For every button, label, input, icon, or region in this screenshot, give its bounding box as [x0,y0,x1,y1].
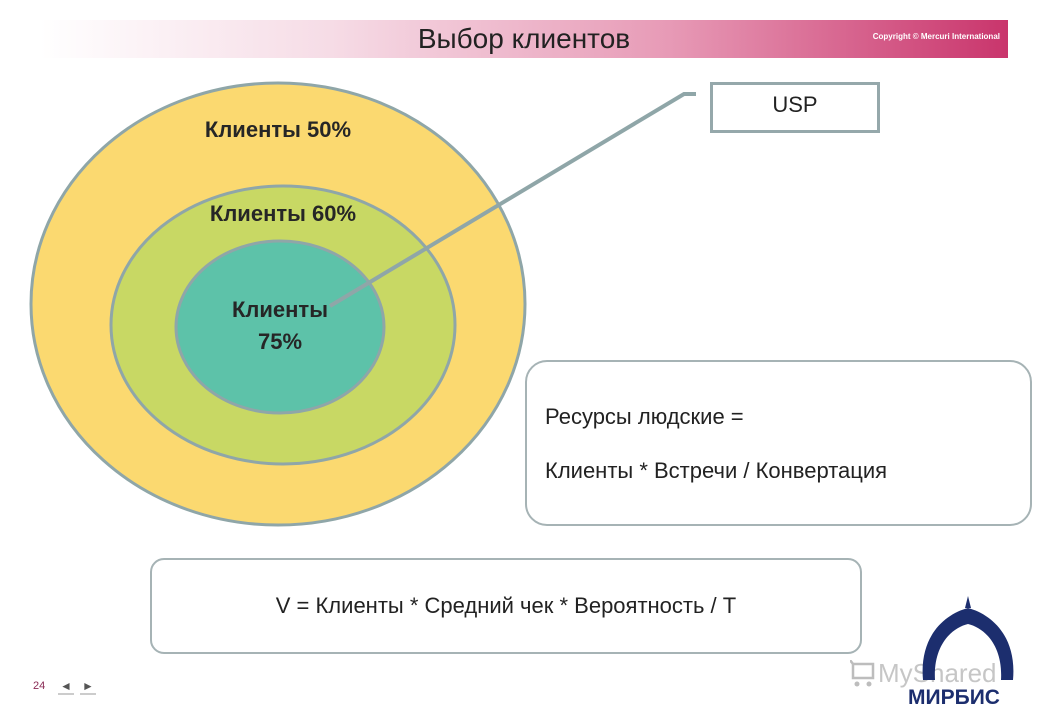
inner-circle-label-line1: Клиенты [231,297,328,322]
cart-icon [850,660,875,687]
usp-connector-line [328,92,696,308]
inner-circle-label-line2: 75% [257,329,303,354]
page-number: 24 [33,680,46,692]
slide-title: Выбор клиентов [417,23,631,54]
formula-box: V = Клиенты * Средний чек * Вероятность … [150,558,862,654]
resources-line1: Ресурсы людские = [545,404,744,429]
next-slide-icon[interactable]: ► [80,679,96,695]
usp-box: USP [710,82,880,133]
resources-box: Ресурсы людские = Клиенты * Встречи / Ко… [525,360,1032,526]
inner-circle [174,239,386,415]
title-bar: Выбор клиентов Copyright © Mercuri Inter… [40,20,1008,58]
logo-text: МИРБИС [908,686,1000,709]
middle-circle-label: Клиенты 60% [209,201,357,226]
watermark-text: MyShared [878,658,997,688]
copyright-notice: Copyright © Mercuri International [872,32,1000,41]
outer-circle-label: Клиенты 50% [204,117,352,142]
mirbis-logo-icon [922,596,1014,680]
prev-slide-icon[interactable]: ◄ [58,679,74,695]
resources-line2: Клиенты * Встречи / Конвертация [545,458,888,483]
